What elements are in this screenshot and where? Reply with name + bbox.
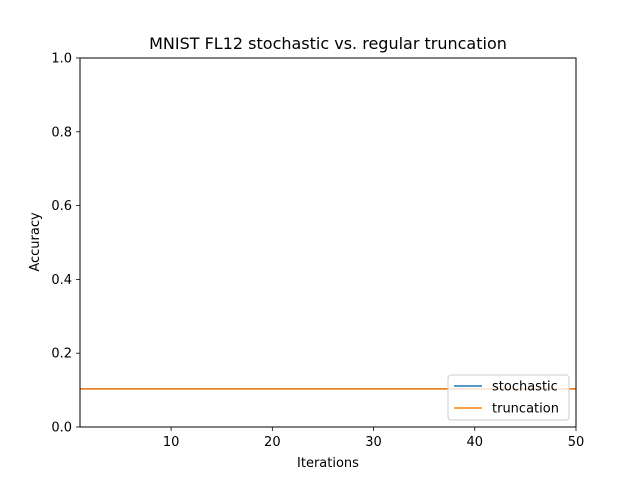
x-tick-label: 40 [467,435,484,450]
x-tick-label: 20 [264,435,281,450]
x-axis-label: Iterations [297,456,359,471]
x-tick-label: 10 [163,435,180,450]
x-tick-label: 50 [568,435,585,450]
y-axis-label: Accuracy [28,212,43,272]
x-tick-label: 30 [365,435,382,450]
y-tick-label: 0.0 [51,421,72,436]
legend-label-stochastic: stochastic [492,380,558,395]
x-axis: 10 20 30 40 50 [163,427,584,450]
y-tick-label: 0.2 [51,347,72,362]
plot-frame [79,57,577,428]
y-tick-label: 0.6 [51,199,72,214]
y-tick-label: 1.0 [51,52,72,67]
y-tick-label: 0.8 [51,125,72,140]
chart-title: MNIST FL12 stochastic vs. regular trunca… [149,34,507,53]
legend-label-truncation: truncation [492,402,559,417]
legend: stochastic truncation [447,374,570,421]
y-axis: 0.0 0.2 0.4 0.6 0.8 1.0 [51,52,80,436]
y-tick-label: 0.4 [51,273,72,288]
